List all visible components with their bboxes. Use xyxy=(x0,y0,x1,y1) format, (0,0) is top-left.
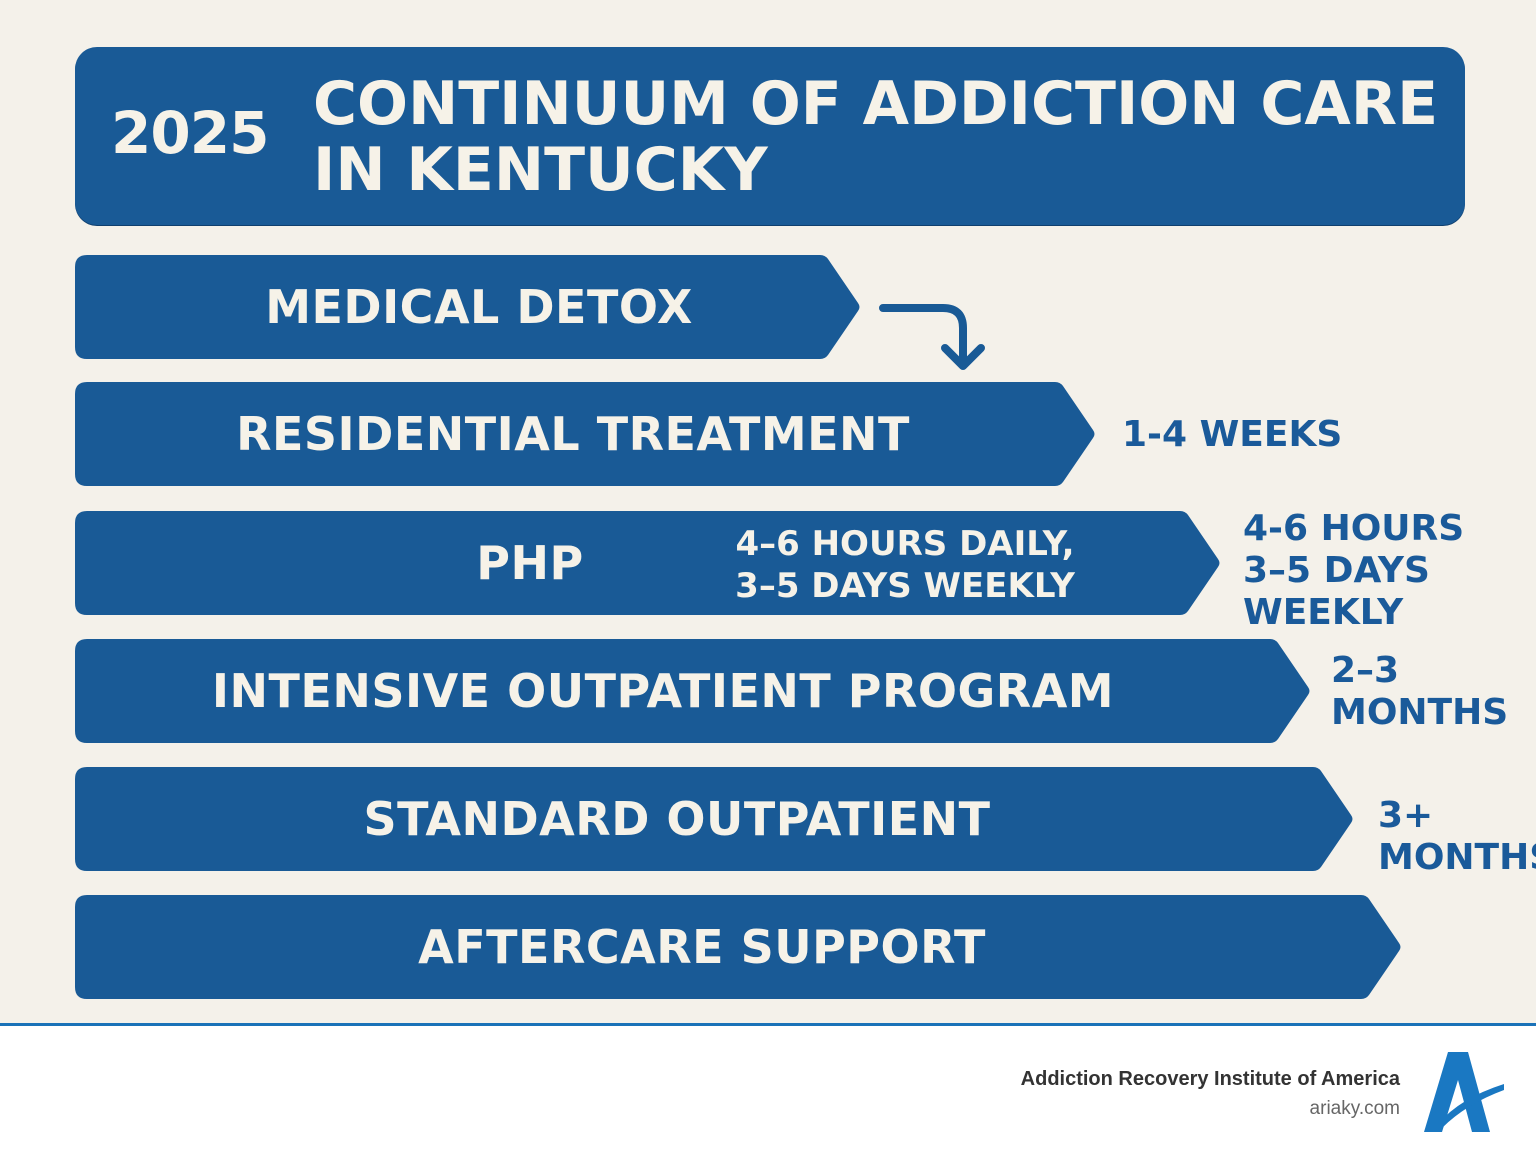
footer: Addiction Recovery Institute of America … xyxy=(0,1026,1536,1154)
banner-title-line-2: IN KENTUCKY xyxy=(313,135,768,205)
stage-inner-note: 4–6 HOURS DAILY, 3–5 DAYS WEEKLY xyxy=(715,523,1095,607)
chevron-shape xyxy=(75,895,1401,999)
inner-note-line-1: 4–6 HOURS DAILY, xyxy=(735,524,1075,564)
stage-label: MEDICAL DETOX xyxy=(265,280,693,334)
aria-logo-icon xyxy=(1424,1052,1504,1132)
stage-aftercare-support: AFTERCARE SUPPORT xyxy=(75,895,1406,999)
stage-label: AFTERCARE SUPPORT xyxy=(418,920,986,974)
inner-note-line-2: 3–5 DAYS WEEKLY xyxy=(735,566,1075,606)
curved-arrow-down-icon xyxy=(879,304,985,370)
organization-url[interactable]: ariaky.com xyxy=(1309,1098,1400,1119)
organization-name: Addiction Recovery Institute of America xyxy=(1020,1068,1400,1090)
stage-label: PHP xyxy=(476,536,584,590)
stage-label: INTENSIVE OUTPATIENT PROGRAM xyxy=(211,664,1115,718)
chevron-shape xyxy=(75,767,1353,871)
footer-divider xyxy=(0,1023,1536,1026)
banner-year: 2025 xyxy=(111,99,269,167)
stage-standard-outpatient: STANDARD OUTPATIENT xyxy=(75,767,1358,871)
duration-php: 4-6 HOURS 3–5 DAYS WEEKLY xyxy=(1243,508,1465,633)
chevron-shape xyxy=(75,511,1220,615)
chevron-shape xyxy=(75,382,1095,486)
chevron-shape xyxy=(75,255,860,359)
duration-residential: 1-4 WEEKS xyxy=(1122,414,1343,455)
stage-intensive-outpatient: INTENSIVE OUTPATIENT PROGRAM xyxy=(75,639,1315,743)
stage-label: STANDARD OUTPATIENT xyxy=(363,792,991,846)
stage-residential-treatment: RESIDENTIAL TREATMENT xyxy=(75,382,1100,486)
title-banner: 2025 CONTINUUM OF ADDICTION CARE IN KENT… xyxy=(75,47,1465,225)
duration-iop: 2–3 MONTHS xyxy=(1331,650,1509,733)
stage-medical-detox: MEDICAL DETOX xyxy=(75,255,865,359)
chevron-shape xyxy=(75,639,1310,743)
stage-php: PHP 4–6 HOURS DAILY, 3–5 DAYS WEEKLY xyxy=(75,511,1225,615)
banner-title-line-1: CONTINUUM OF ADDICTION CARE xyxy=(313,69,1439,139)
stage-label: RESIDENTIAL TREATMENT xyxy=(236,407,910,461)
duration-standard-outpatient: 3+ MONTHS xyxy=(1378,795,1536,878)
banner-title: CONTINUUM OF ADDICTION CARE IN KENTUCKY xyxy=(313,71,1438,203)
